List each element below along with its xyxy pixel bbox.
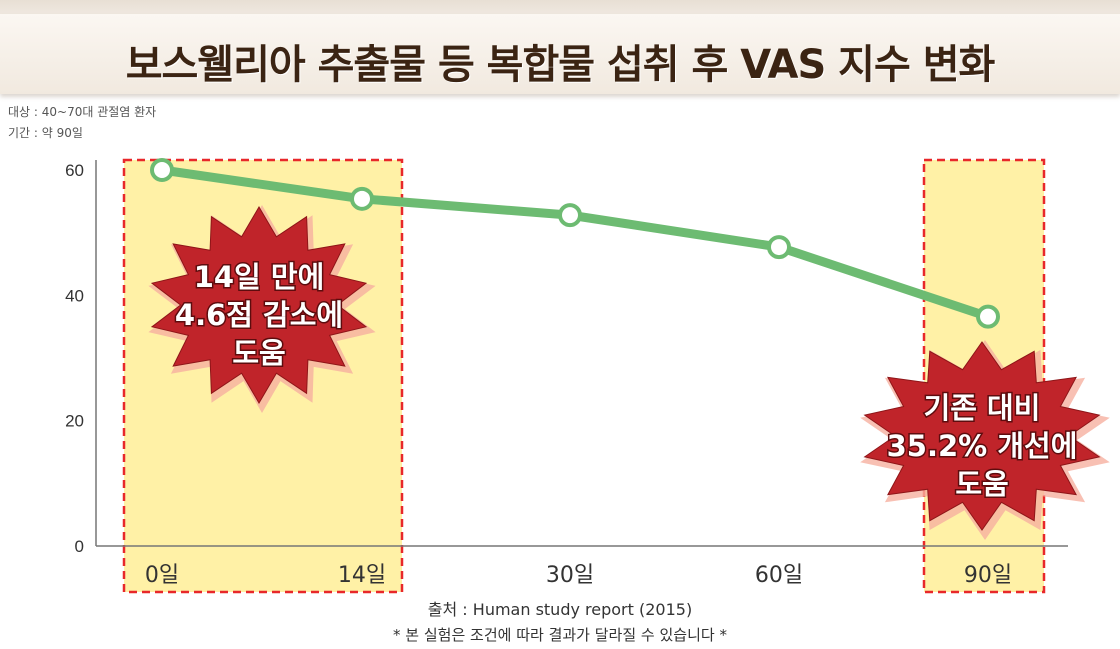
annotation-burst [150,206,368,404]
subject-note: 대상 : 40~70대 관절염 환자 [8,105,157,119]
annotation-burst [863,341,1101,531]
disclaimer-note: * 본 실험은 조건에 따라 결과가 달라질 수 있습니다 * [393,626,727,644]
x-tick-label: 0일 [145,563,179,588]
y-tick-label: 60 [65,161,84,180]
y-tick-label: 0 [75,537,84,556]
y-tick-label: 20 [65,412,84,431]
annotation-text: 4.6점 감소에 [175,298,343,332]
data-point [558,203,582,228]
annotation-text: 기존 대비 [924,391,1041,425]
y-tick-label: 40 [65,286,84,305]
data-point [150,158,174,182]
x-tick-label: 90일 [964,563,1012,588]
data-point [767,235,791,260]
annotation-text: 14일 만에 [194,260,325,294]
period-note: 기간 : 약 90일 [8,126,83,140]
chart-title: 보스웰리아 추출물 등 복합물 섭취 후 VAS 지수 변화 [125,42,996,88]
x-tick-label: 14일 [338,563,386,588]
annotation-text: 도움 [955,467,1008,501]
x-tick-label: 30일 [546,563,594,588]
title-bar: 보스웰리아 추출물 등 복합물 섭취 후 VAS 지수 변화 [0,14,1120,94]
source-note: 출처 : Human study report (2015) [427,600,693,619]
annotation-text: 35.2% 개선에 [887,429,1078,463]
annotation-text: 도움 [232,336,285,370]
data-point [976,304,1000,329]
x-tick-label: 60일 [755,563,803,588]
data-point [350,186,374,211]
